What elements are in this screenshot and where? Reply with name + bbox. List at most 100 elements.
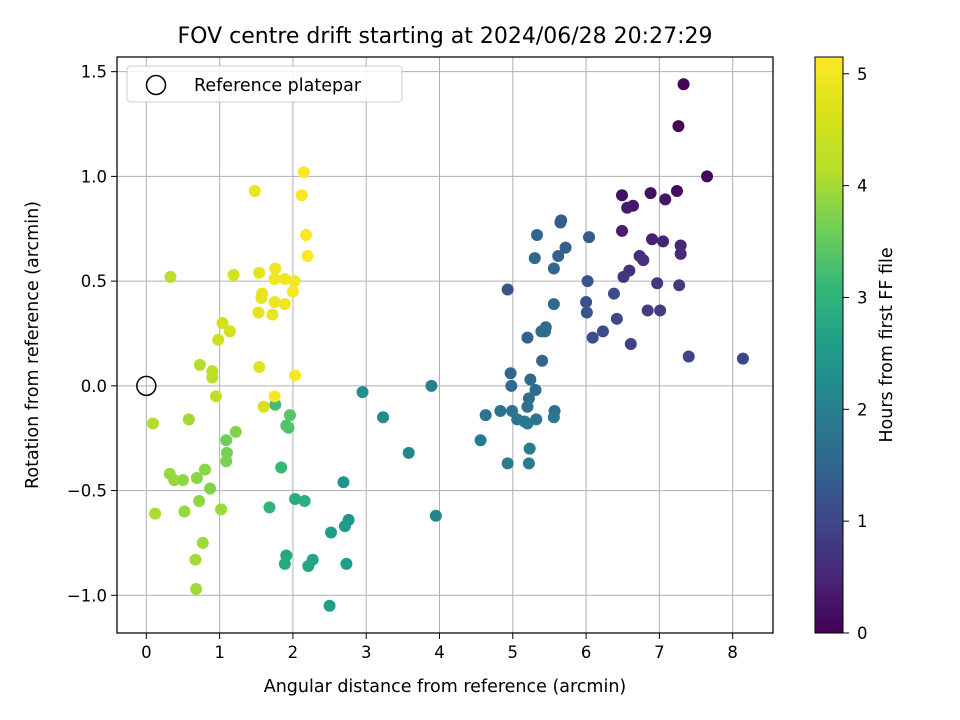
data-point (146, 417, 159, 430)
data-point (536, 354, 549, 367)
x-tick-label: 4 (434, 643, 445, 662)
y-axis-ticks: −1.0 −0.5 0.0 0.5 1.0 1.5 (67, 63, 117, 605)
data-point (637, 254, 650, 267)
data-point (248, 185, 261, 198)
data-point (657, 235, 670, 248)
legend-marker-icon (145, 74, 167, 96)
data-point (607, 287, 620, 300)
data-point (586, 331, 599, 344)
data-point (209, 390, 222, 403)
data-point (617, 270, 630, 283)
data-point (677, 78, 690, 91)
data-point (581, 275, 594, 288)
plot-frame (116, 56, 774, 634)
colorbar-ticks: 0 1 2 3 4 5 (843, 65, 868, 643)
y-tick-label: 1.0 (81, 167, 107, 186)
data-point (646, 233, 659, 246)
data-point (554, 216, 567, 229)
data-point (227, 268, 240, 281)
colorbar-tick-label: 2 (857, 400, 868, 419)
legend: Reference platepar (126, 65, 403, 103)
data-point (580, 296, 593, 309)
x-tick-label: 8 (727, 643, 738, 662)
data-point (263, 501, 276, 514)
data-point (338, 520, 351, 533)
data-point (596, 325, 609, 338)
data-point (621, 201, 634, 214)
data-point (528, 252, 541, 265)
colorbar-label: Hours from first FF file (877, 247, 897, 442)
data-point (504, 367, 517, 380)
data-point (212, 333, 225, 346)
legend-box (126, 65, 403, 103)
y-tick-label: −1.0 (67, 586, 107, 605)
data-point (204, 482, 217, 495)
data-point (256, 287, 269, 300)
colorbar-tick-label: 5 (857, 65, 868, 84)
data-point (189, 553, 202, 566)
data-point (736, 352, 749, 365)
y-tick-label: 0.0 (81, 377, 107, 396)
colorbar-tick-label: 1 (857, 512, 868, 531)
data-point (524, 373, 537, 386)
data-point (196, 536, 209, 549)
data-point (297, 166, 310, 179)
data-point (253, 266, 266, 279)
x-tick-label: 2 (288, 643, 299, 662)
data-point (278, 273, 291, 286)
reference-marker (136, 375, 157, 397)
data-point (278, 557, 291, 570)
data-point (229, 425, 242, 438)
x-axis-label: Angular distance from reference (arcmin) (264, 677, 627, 697)
data-point (616, 189, 629, 202)
data-point (547, 411, 560, 424)
data-point (176, 474, 189, 487)
data-point (190, 583, 203, 596)
data-point (583, 231, 596, 244)
data-point (193, 358, 206, 371)
x-tick-label: 0 (141, 643, 152, 662)
data-point (547, 298, 560, 311)
data-point (223, 325, 236, 338)
chart-title: FOV centre drift starting at 2024/06/28 … (178, 24, 713, 49)
data-point (521, 400, 534, 413)
data-point (164, 270, 177, 283)
data-point (257, 400, 270, 413)
x-tick-label: 1 (214, 643, 225, 662)
data-point (301, 249, 314, 262)
data-point (280, 419, 293, 432)
data-point (494, 404, 507, 417)
data-point (198, 463, 211, 476)
colorbar-tick-label: 0 (857, 624, 868, 643)
x-tick-label: 5 (508, 643, 519, 662)
data-point (479, 409, 492, 422)
data-point (253, 360, 266, 373)
data-point (624, 337, 637, 350)
legend-entry-reference: Reference platepar (194, 76, 362, 96)
data-point (178, 505, 191, 518)
data-point (616, 224, 629, 237)
data-point (659, 193, 672, 206)
data-point (547, 262, 560, 275)
data-point (182, 413, 195, 426)
data-point (149, 507, 162, 520)
data-point (269, 262, 282, 275)
data-point (580, 306, 593, 319)
data-point (163, 467, 176, 480)
data-point (682, 350, 695, 363)
data-point (289, 492, 302, 505)
data-point (559, 241, 572, 254)
data-point (278, 298, 291, 311)
data-point (206, 365, 219, 378)
data-point (289, 369, 302, 382)
data-point (323, 599, 336, 612)
data-point (340, 557, 353, 570)
data-point (552, 249, 565, 262)
x-axis-ticks: 0 1 2 3 4 5 6 7 8 (141, 633, 738, 662)
data-point (298, 495, 311, 508)
data-point (429, 509, 442, 522)
data-point (505, 379, 518, 392)
data-point (377, 411, 390, 424)
data-point (325, 526, 338, 539)
data-point (521, 417, 534, 430)
